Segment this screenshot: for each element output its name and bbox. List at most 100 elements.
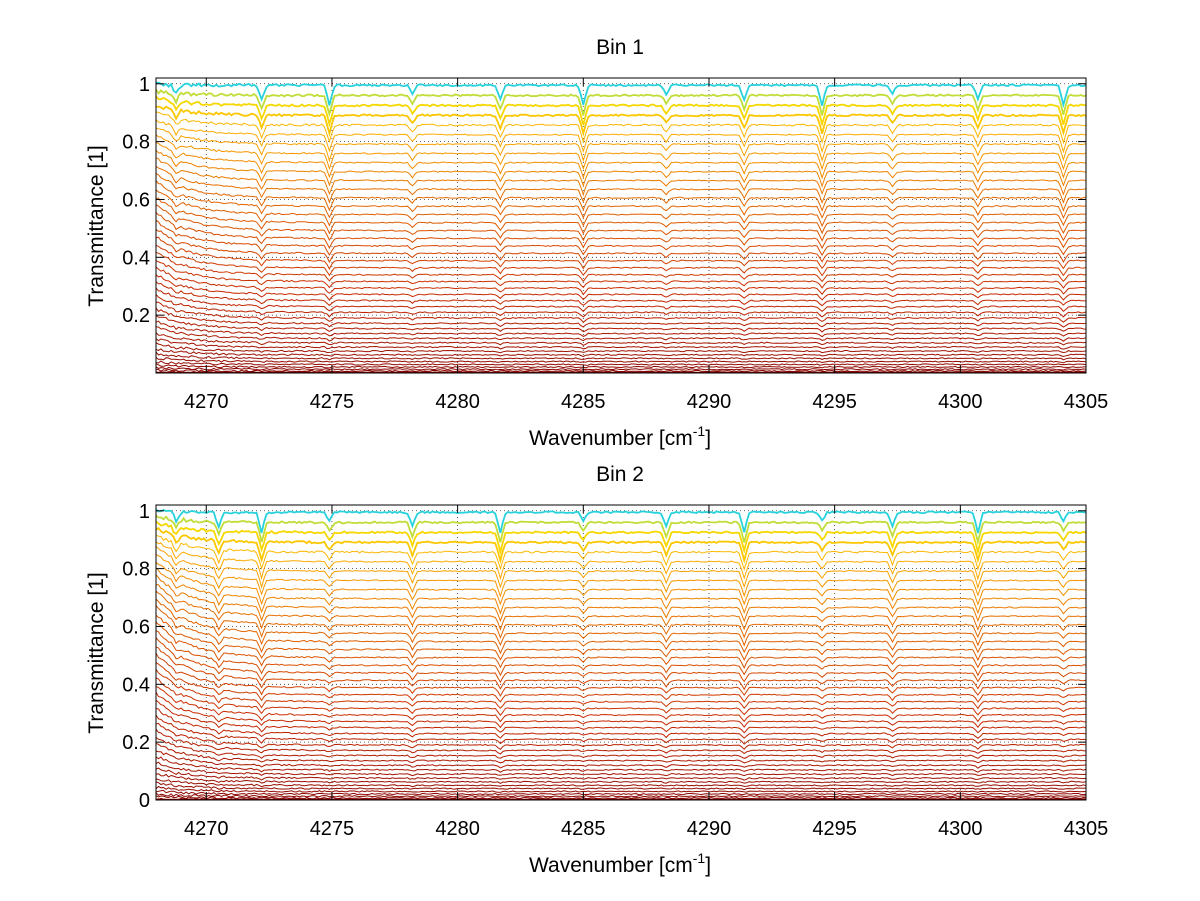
series-line bbox=[155, 89, 1087, 118]
series-lines bbox=[155, 508, 1087, 800]
series-line bbox=[155, 756, 1087, 773]
series-line bbox=[155, 714, 1087, 745]
x-axis: 4270 4275 4280 4285 4290 4295 4300 4305 bbox=[184, 505, 1108, 840]
x-tick-label: 4280 bbox=[435, 818, 480, 840]
series-line bbox=[155, 614, 1087, 662]
series-line bbox=[155, 204, 1087, 242]
series-line bbox=[155, 149, 1087, 188]
series-line bbox=[155, 197, 1087, 235]
x-axis: 4270 4275 4280 4285 4290 4295 4300 4305 bbox=[184, 78, 1108, 413]
series-line bbox=[155, 95, 1087, 128]
series-line bbox=[155, 301, 1086, 323]
series-line bbox=[155, 127, 1087, 163]
series-line bbox=[155, 691, 1087, 729]
y-axis-label: Transmittance [1] bbox=[85, 145, 108, 306]
series-line bbox=[155, 561, 1087, 606]
x-tick-label: 4305 bbox=[1064, 391, 1109, 413]
series-lines bbox=[155, 81, 1087, 373]
y-tick-label: 0.2 bbox=[122, 305, 150, 327]
x-tick-label: 4270 bbox=[184, 391, 229, 413]
series-line bbox=[155, 792, 1087, 798]
x-tick-label: 4290 bbox=[687, 818, 732, 840]
series-line bbox=[155, 722, 1087, 750]
x-tick-label: 4295 bbox=[812, 818, 857, 840]
series-line bbox=[155, 598, 1087, 647]
series-line bbox=[155, 574, 1086, 623]
x-axis-label: Wavenumber [cm-1] bbox=[529, 423, 711, 450]
series-line bbox=[155, 165, 1087, 204]
y-tick-label: 0.8 bbox=[122, 132, 150, 154]
series-line bbox=[155, 699, 1087, 734]
grid bbox=[156, 505, 1087, 800]
series-line bbox=[155, 737, 1087, 759]
series-line bbox=[155, 773, 1087, 784]
series-line bbox=[155, 652, 1087, 697]
plot-area bbox=[155, 77, 1087, 374]
y-axis-label: Transmittance [1] bbox=[85, 572, 108, 733]
series-line bbox=[155, 567, 1087, 615]
series-line bbox=[155, 781, 1087, 791]
series-line bbox=[155, 320, 1087, 338]
series-line bbox=[155, 795, 1087, 800]
series-line bbox=[155, 307, 1087, 328]
series-line bbox=[155, 761, 1087, 777]
plot-area bbox=[155, 504, 1087, 801]
y-tick-label: 0.4 bbox=[122, 674, 150, 696]
chart-title: Bin 2 bbox=[596, 463, 644, 486]
series-line bbox=[155, 750, 1087, 769]
chart-title: Bin 1 bbox=[596, 36, 644, 59]
x-tick-label: 4285 bbox=[561, 818, 606, 840]
series-line bbox=[155, 553, 1087, 598]
x-tick-label: 4300 bbox=[938, 818, 983, 840]
series-line bbox=[155, 621, 1086, 669]
x-tick-label: 4275 bbox=[310, 818, 355, 840]
series-line bbox=[155, 526, 1087, 565]
y-tick-label: 0.6 bbox=[122, 189, 150, 211]
x-tick-label: 4295 bbox=[812, 391, 857, 413]
series-line bbox=[155, 360, 1087, 366]
x-tick-label: 4305 bbox=[1064, 818, 1109, 840]
series-line bbox=[155, 251, 1087, 283]
series-line bbox=[155, 219, 1087, 256]
series-line bbox=[155, 708, 1087, 739]
series-line bbox=[155, 520, 1087, 556]
series-line bbox=[155, 669, 1087, 710]
series-line bbox=[155, 685, 1087, 723]
series-line bbox=[155, 212, 1087, 250]
y-tick-label: 1 bbox=[139, 501, 150, 523]
series-line bbox=[155, 172, 1087, 212]
series-line bbox=[155, 119, 1087, 154]
y-tick-label: 0.4 bbox=[122, 247, 150, 269]
series-line bbox=[155, 637, 1087, 684]
series-line bbox=[155, 157, 1087, 197]
series-line bbox=[155, 141, 1087, 180]
series-line bbox=[155, 366, 1087, 371]
series-line bbox=[155, 728, 1087, 755]
chart-bin-1: Bin 1 4270 4275 4280 4285 4290 4295 4300 4305 0… bbox=[85, 36, 1108, 450]
x-tick-label: 4300 bbox=[938, 391, 983, 413]
x-tick-label: 4280 bbox=[435, 391, 480, 413]
series-line bbox=[156, 111, 1087, 145]
series-line bbox=[155, 348, 1087, 358]
y-tick-label: 0.2 bbox=[122, 732, 150, 754]
series-line bbox=[155, 368, 1087, 373]
series-line bbox=[155, 789, 1087, 796]
y-tick-label: 0.6 bbox=[122, 616, 150, 638]
series-line bbox=[155, 266, 1087, 296]
series-line bbox=[155, 356, 1087, 364]
series-line bbox=[155, 259, 1087, 289]
series-line bbox=[155, 646, 1087, 691]
y-tick-label: 0 bbox=[139, 790, 150, 812]
series-line bbox=[155, 541, 1087, 581]
series-line bbox=[155, 134, 1087, 171]
grid bbox=[156, 78, 1087, 373]
x-axis-label: Wavenumber [cm-1] bbox=[529, 850, 711, 877]
series-line bbox=[155, 342, 1087, 354]
series-line bbox=[155, 236, 1087, 270]
series-line bbox=[155, 105, 1087, 138]
y-axis: 0.2 0.4 0.6 0.8 1 bbox=[122, 74, 1086, 327]
series-line bbox=[155, 338, 1087, 350]
series-line bbox=[155, 605, 1086, 655]
series-line bbox=[155, 326, 1087, 342]
